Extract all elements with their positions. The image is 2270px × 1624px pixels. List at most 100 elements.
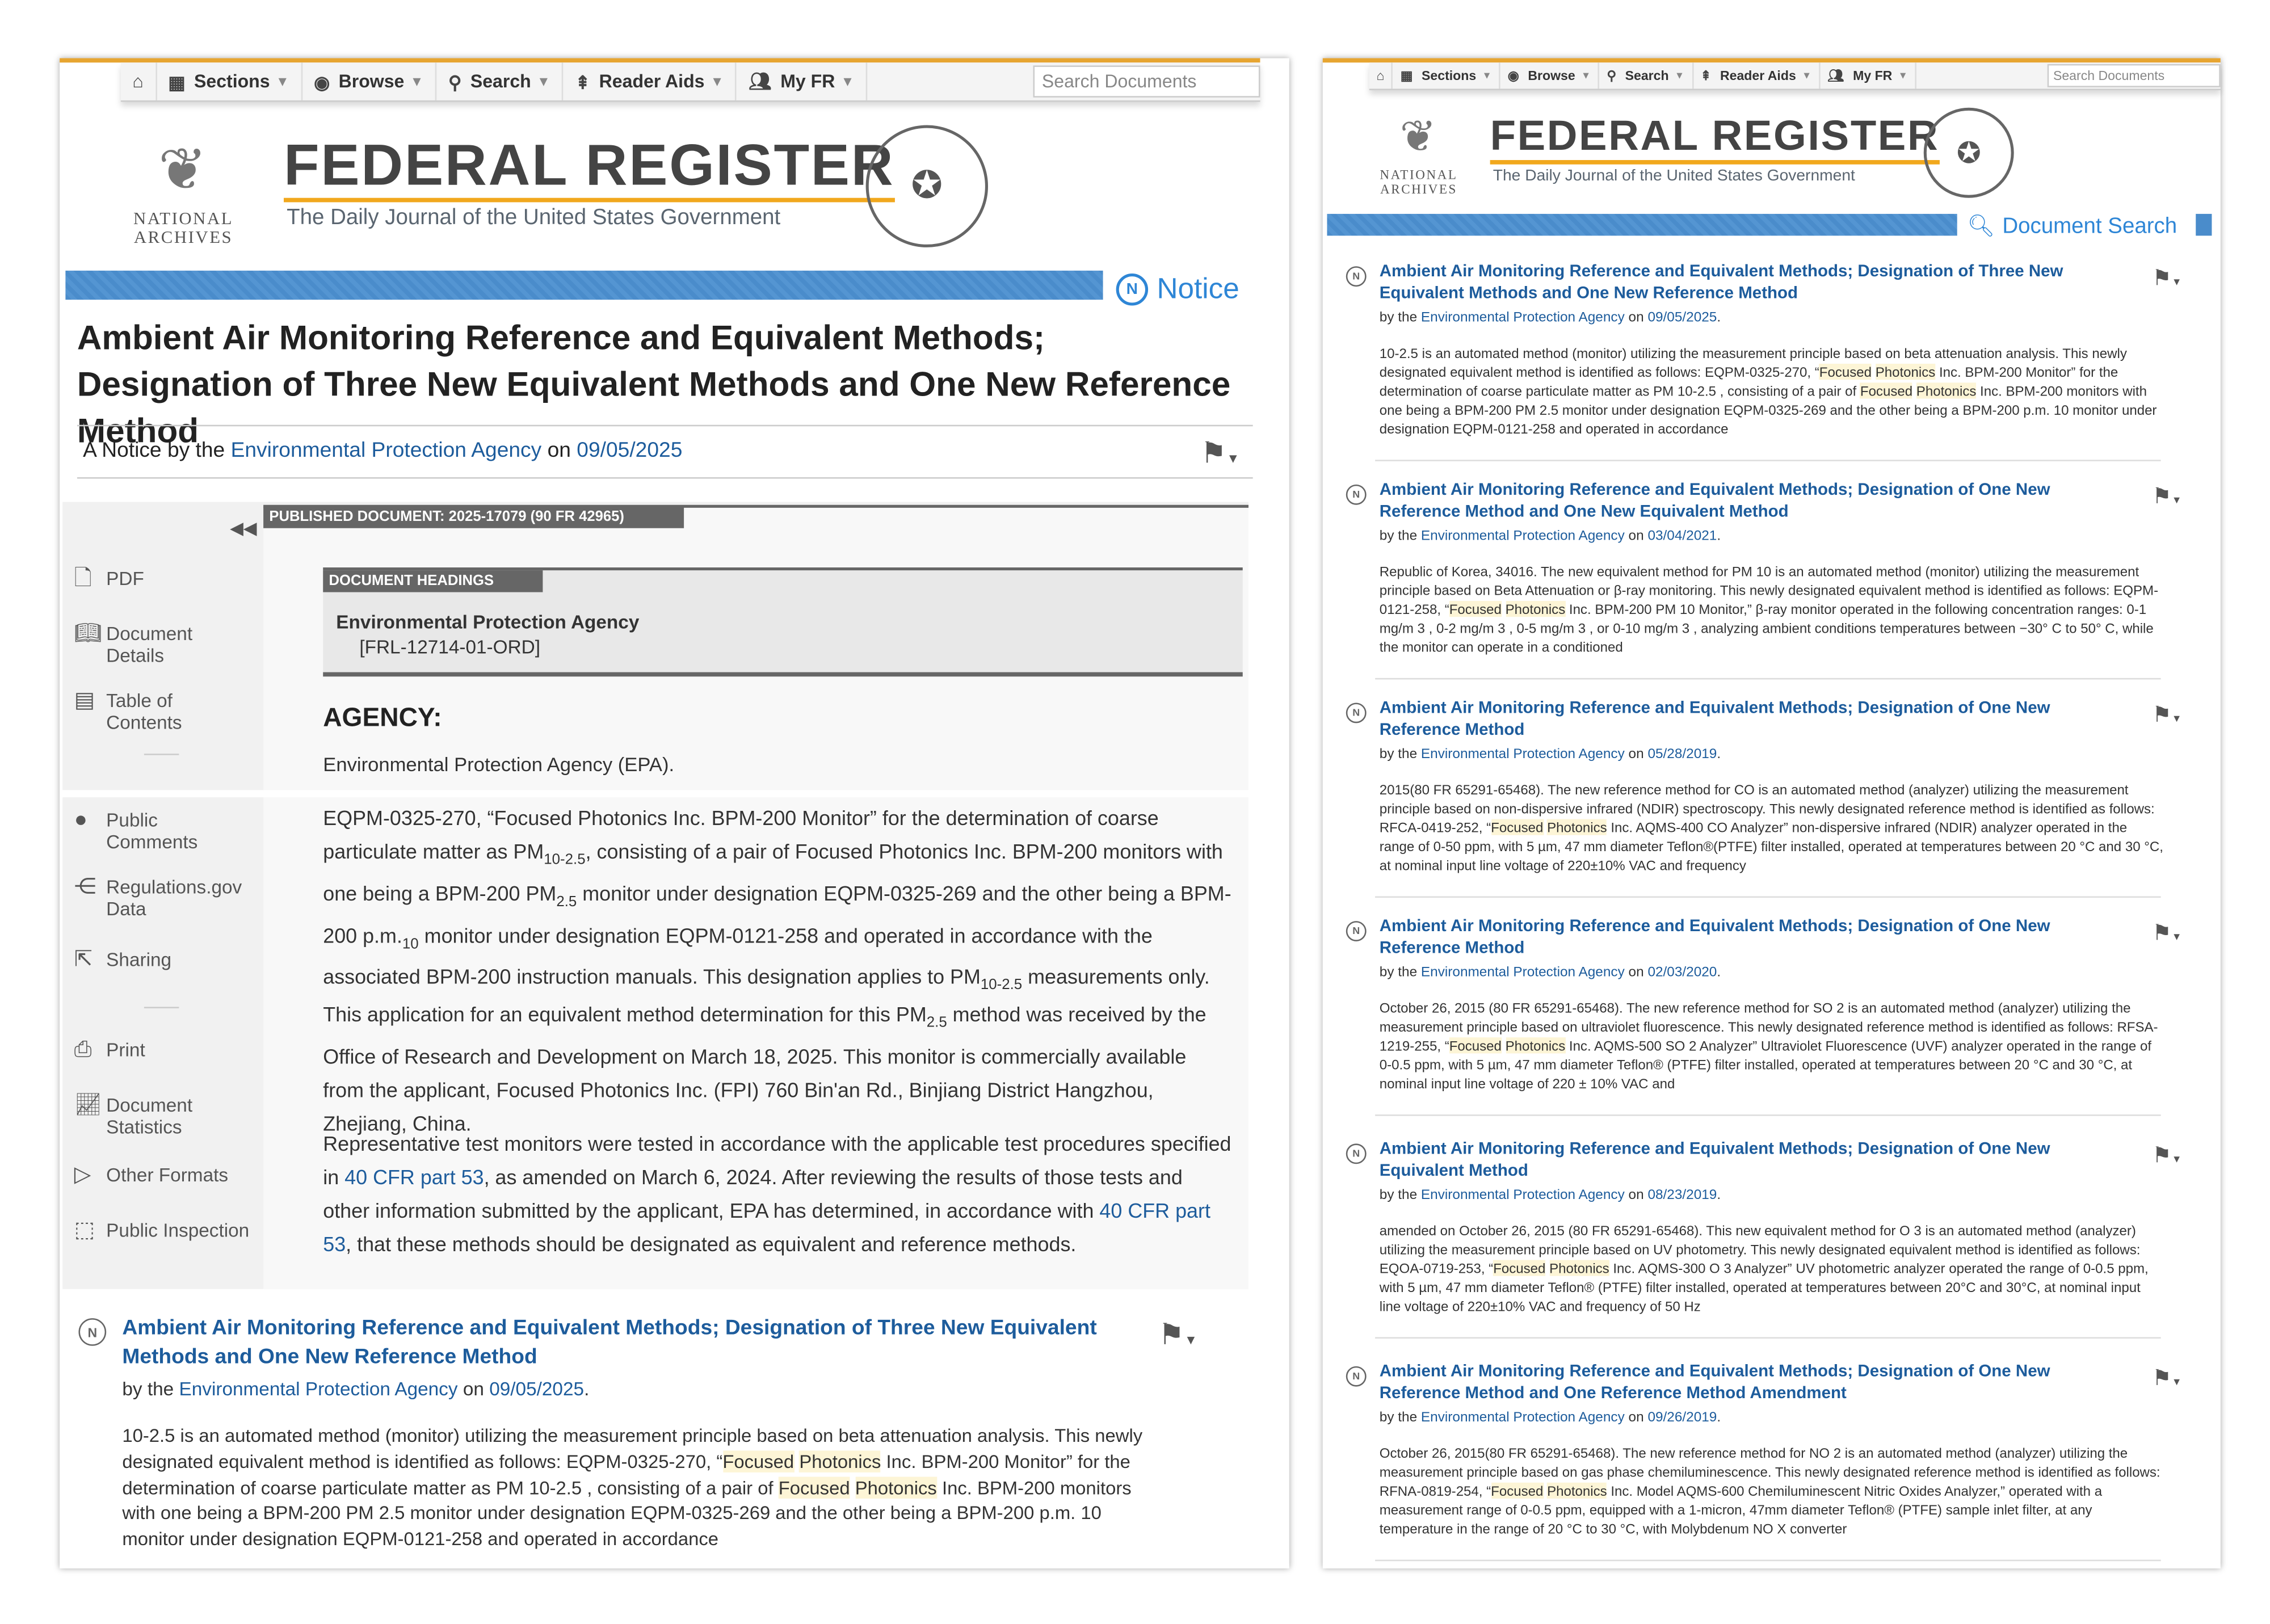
result-byline: by the Environmental Protection Agency o… bbox=[122, 1378, 590, 1400]
flag-icon: ⚑ bbox=[2152, 266, 2172, 291]
caret-down-icon: ▼ bbox=[2171, 932, 2182, 943]
notice-icon: N bbox=[1346, 702, 1367, 723]
caret-down-icon: ▼ bbox=[2171, 714, 2182, 725]
document-search-label[interactable]: 🔍︎ Document Search bbox=[1968, 212, 2177, 239]
search-documents-input[interactable]: Search Documents bbox=[1033, 65, 1260, 98]
agency-link[interactable]: Environmental Protection Agency bbox=[230, 439, 542, 463]
agency-link[interactable]: Environmental Protection Agency bbox=[1420, 964, 1625, 981]
caret-down-icon: ▼ bbox=[2171, 1378, 2182, 1389]
agency-link[interactable]: Environmental Protection Agency bbox=[1420, 746, 1625, 763]
agency-link[interactable]: Environmental Protection Agency bbox=[1420, 1187, 1625, 1204]
result-title-link[interactable]: Ambient Air Monitoring Reference and Equ… bbox=[1379, 918, 2050, 957]
subscribe-flag-button[interactable]: ⚑▼ bbox=[2152, 920, 2181, 946]
sidebar-item-table-of-contents[interactable]: ▤ Table of Contents bbox=[74, 689, 252, 733]
nav-my-fr-menu[interactable]: 👥︎ My FR ▼ bbox=[1821, 62, 1917, 89]
text-run: , as amended on March 6, 2024. After rev… bbox=[323, 1165, 1183, 1222]
result-title-link[interactable]: Ambient Air Monitoring Reference and Equ… bbox=[1379, 1363, 2050, 1402]
subscribe-flag-button[interactable]: ⚑▼ bbox=[2152, 701, 2181, 727]
agency-link[interactable]: Environmental Protection Agency bbox=[1420, 1410, 1625, 1426]
date-link[interactable]: 08/23/2019 bbox=[1647, 1187, 1717, 1204]
byline-prefix: by the bbox=[1379, 1410, 1418, 1426]
subscribe-flag-button[interactable]: ⚑▼ bbox=[1158, 1317, 1197, 1353]
date-link[interactable]: 09/05/2025 bbox=[1647, 310, 1717, 326]
result-title-link[interactable]: Ambient Air Monitoring Reference and Equ… bbox=[122, 1316, 1097, 1369]
search-documents-input[interactable]: Search Documents bbox=[2047, 64, 2221, 87]
nav-search-menu[interactable]: ⚲ Search ▼ bbox=[436, 62, 564, 100]
nav-reader-aids-menu[interactable]: ⇞ Reader Aids ▼ bbox=[564, 62, 737, 100]
subscribe-flag-button[interactable]: ⚑▼ bbox=[2152, 1365, 2181, 1391]
subscribe-flag-button[interactable]: ⚑▼ bbox=[1200, 435, 1239, 472]
subscribe-flag-button[interactable]: ⚑▼ bbox=[2152, 483, 2181, 510]
national-archives-logo[interactable]: ❦ NATIONAL ARCHIVES bbox=[118, 131, 249, 247]
grid-icon: ▦ bbox=[1400, 68, 1413, 82]
nav-reader-aids-menu[interactable]: ⇞ Reader Aids ▼ bbox=[1693, 62, 1821, 89]
text-run: Inc. AQMS-300 O 3 Analyzer” UV photometr… bbox=[1379, 1260, 2149, 1314]
text-run bbox=[850, 1476, 855, 1498]
agency-link[interactable]: Environmental Protection Agency bbox=[179, 1378, 458, 1400]
result-title-link[interactable]: Ambient Air Monitoring Reference and Equ… bbox=[1379, 481, 2050, 520]
search-highlight: Focused bbox=[1860, 382, 1913, 399]
nav-sections-menu[interactable]: ▦ Sections ▼ bbox=[1393, 62, 1500, 89]
seal-eagle-icon: ✪ bbox=[911, 164, 943, 207]
text-run: October 26, 2015(80 FR 65291-65468). The… bbox=[1379, 1445, 2160, 1499]
search-highlight: Photonics bbox=[1875, 364, 1936, 380]
date-link[interactable]: 05/28/2019 bbox=[1647, 746, 1717, 763]
agency-link[interactable]: Environmental Protection Agency bbox=[1420, 310, 1625, 326]
nav-my-fr-menu[interactable]: 👥︎ My FR ▼ bbox=[737, 62, 868, 100]
sidebar-item-document-details[interactable]: 📖︎ Document Details bbox=[74, 622, 252, 666]
search-results-page: ⌂ ▦ Sections ▼ ◉ Browse ▼ ⚲ Search ▼ ⇞ Reader Aids ▼… bbox=[1322, 58, 2221, 1569]
search-highlight: Photonics bbox=[799, 1450, 881, 1472]
result-title-link[interactable]: Ambient Air Monitoring Reference and Equ… bbox=[1379, 1141, 2050, 1180]
cfr-link[interactable]: 40 CFR part 53 bbox=[323, 1198, 1210, 1256]
subscribe-flag-button[interactable]: ⚑▼ bbox=[2152, 265, 2181, 291]
subscribe-flag-button[interactable]: ⚑▼ bbox=[2152, 1142, 2181, 1168]
search-band bbox=[1327, 213, 1957, 236]
nav-browse-menu[interactable]: ◉ Browse ▼ bbox=[302, 62, 437, 100]
sidebar-item-print[interactable]: ⎙ Print bbox=[74, 1039, 252, 1061]
sidebar-item-document-statistics[interactable]: 📈︎ Document Statistics bbox=[74, 1094, 252, 1138]
federal-register-title[interactable]: FEDERAL REGISTER bbox=[1490, 113, 1940, 165]
flag-icon: ⚑ bbox=[2152, 702, 2172, 728]
byline-prefix: by the bbox=[1379, 528, 1418, 544]
date-link[interactable]: 09/05/2025 bbox=[577, 439, 683, 463]
notice-icon: N bbox=[1346, 266, 1367, 287]
result-byline: by the Environmental Protection Agency o… bbox=[1379, 964, 1721, 981]
nav-search-menu[interactable]: ⚲ Search ▼ bbox=[1600, 62, 1693, 89]
result-title-link[interactable]: Ambient Air Monitoring Reference and Equ… bbox=[1379, 700, 2050, 739]
nav-sections-menu[interactable]: ▦ Sections ▼ bbox=[157, 62, 302, 100]
federal-register-title[interactable]: FEDERAL REGISTER bbox=[283, 134, 895, 203]
sidebar-item-pdf[interactable]: 🗋︎ PDF bbox=[74, 567, 252, 589]
national-archives-logo[interactable]: ❦ NATIONAL ARCHIVES bbox=[1369, 109, 1468, 196]
subscript: 2.5 bbox=[926, 1015, 947, 1032]
date-link[interactable]: 03/04/2021 bbox=[1647, 528, 1717, 544]
divider bbox=[1375, 460, 2161, 461]
sidebar-item-label: Other Formats bbox=[106, 1164, 229, 1186]
agency-text: Environmental Protection Agency (EPA). bbox=[323, 754, 675, 776]
byline-on: on bbox=[1628, 1187, 1644, 1204]
nav-home-button[interactable]: ⌂ bbox=[1369, 62, 1393, 89]
nara-seal: ✪ bbox=[865, 125, 989, 247]
date-link[interactable]: 09/05/2025 bbox=[489, 1378, 585, 1400]
sidebar-item-public-inspection[interactable]: ⬚ Public Inspection bbox=[74, 1219, 252, 1241]
nav-label: Sections bbox=[1422, 68, 1477, 83]
text-run bbox=[1545, 1260, 1549, 1276]
collapse-sidebar-icon[interactable]: ◀◀ bbox=[230, 518, 257, 538]
nav-home-button[interactable]: ⌂ bbox=[121, 62, 157, 100]
sidebar-item-public-comments[interactable]: ● Public Comments bbox=[74, 809, 252, 853]
cfr-link[interactable]: 40 CFR part 53 bbox=[344, 1165, 484, 1189]
sidebar-item-regulations-gov-data[interactable]: ⋲ Regulations.gov Data bbox=[74, 876, 252, 920]
seal-eagle-icon: ✪ bbox=[1956, 137, 1981, 170]
result-title-link[interactable]: Ambient Air Monitoring Reference and Equ… bbox=[1379, 263, 2063, 302]
date-link[interactable]: 09/26/2019 bbox=[1647, 1410, 1717, 1426]
file-code-icon: ▷ bbox=[74, 1162, 91, 1188]
sidebar-item-other-formats[interactable]: ▷ Other Formats bbox=[74, 1164, 252, 1185]
date-link[interactable]: 02/03/2020 bbox=[1647, 964, 1717, 981]
nav-label: Browse bbox=[1528, 68, 1575, 83]
sidebar-item-sharing[interactable]: ⇱ Sharing bbox=[74, 949, 252, 970]
flag-icon: ⚑ bbox=[2152, 484, 2172, 510]
document-headings-box: DOCUMENT HEADINGS Environmental Protecti… bbox=[323, 567, 1243, 677]
search-highlight: Photonics bbox=[1547, 1482, 1607, 1499]
text-run: Inc. BPM-200 monitors with one being a B… bbox=[1379, 382, 2157, 437]
agency-link[interactable]: Environmental Protection Agency bbox=[1420, 528, 1625, 544]
nav-browse-menu[interactable]: ◉ Browse ▼ bbox=[1500, 62, 1600, 89]
